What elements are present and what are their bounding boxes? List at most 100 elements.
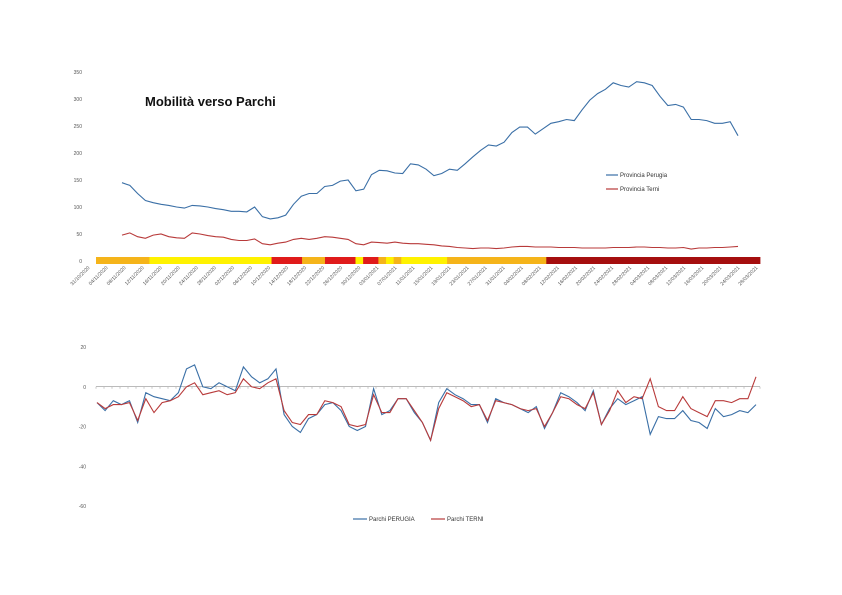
zone-band-segment [179, 257, 188, 264]
zone-band-segment [698, 257, 707, 264]
series-line-terni [96, 376, 757, 443]
zone-band-segment [279, 257, 288, 264]
zone-band-segment [424, 257, 433, 264]
zone-band-segment [469, 257, 479, 264]
zone-band-segment [286, 257, 295, 264]
zone-band-segment [492, 257, 501, 264]
zone-band-segment [256, 257, 265, 264]
zone-band-segment [737, 257, 746, 264]
y-tick-label: 250 [74, 124, 83, 130]
zone-band-segment [676, 257, 685, 264]
zone-band-segment [103, 257, 112, 264]
zone-band-segment [447, 257, 456, 264]
zone-band-segment [706, 257, 715, 264]
zone-band-segment [614, 257, 624, 264]
zone-band-segment [668, 257, 677, 264]
zone-band-segment [309, 257, 318, 264]
zone-band-segment [96, 257, 105, 264]
zone-band-segment [531, 257, 540, 264]
top-chart-title: Mobilità verso Parchi [145, 94, 276, 109]
zone-band-segment [248, 257, 257, 264]
legend-label-terni: Provincia Terni [620, 187, 659, 193]
y-tick-label: -20 [79, 425, 86, 431]
zone-band-segment [408, 257, 417, 264]
zone-band-segment [340, 257, 349, 264]
zone-band-segment [477, 257, 486, 264]
zone-band-segment [324, 257, 333, 264]
zone-band-segment [263, 257, 272, 264]
y-tick-label: 200 [74, 151, 83, 157]
y-tick-label: 50 [76, 232, 82, 238]
y-tick-label: 100 [74, 205, 83, 211]
bottom-chart: -60 -40 -20 0 20 Parchi PERUGIA Parchi TERNI [79, 345, 761, 523]
zone-band-segment [637, 257, 646, 264]
zone-band-segment [462, 257, 471, 264]
y-tick-label: 0 [79, 259, 82, 265]
zone-band-segment [576, 257, 585, 264]
zone-band-segment [210, 257, 219, 264]
zone-band-segment [271, 257, 280, 264]
zone-band-segment [683, 257, 692, 264]
y-tick-label: 350 [74, 70, 83, 76]
zone-band-segment [157, 257, 166, 264]
zone-band-segment [378, 257, 387, 264]
zone-band-segment [714, 257, 723, 264]
y-tick-label: 300 [74, 97, 83, 103]
zone-band-segment [134, 257, 143, 264]
top-chart: Mobilità verso Parchi 0 50 100 150 200 250 300… [69, 70, 761, 287]
zone-band-segment [149, 257, 158, 264]
zone-band-segment [363, 257, 372, 264]
zone-band-segment [515, 257, 524, 264]
legend-label-perugia: Provincia Perugia [620, 173, 668, 179]
zone-band-segment [386, 257, 395, 264]
zone-band-segment [332, 257, 341, 264]
zone-band-segment [729, 257, 738, 264]
zone-band-segment [630, 257, 639, 264]
zone-band-segment [721, 257, 730, 264]
zone-band-segment [225, 257, 234, 264]
zone-band-segment [302, 257, 311, 264]
series-line-terni [121, 232, 739, 250]
zone-band-segment [416, 257, 425, 264]
zone-band-segment [294, 257, 303, 264]
zone-band-segment [431, 257, 440, 264]
y-tick-label: -40 [79, 464, 86, 470]
legend-label-perugia: Parchi PERUGIA [369, 517, 415, 523]
zone-band-segment [485, 257, 494, 264]
zone-band-segment [607, 257, 616, 264]
zone-band-segment [523, 257, 532, 264]
zone-band-segment [561, 257, 570, 264]
zone-band-segment [401, 257, 410, 264]
zone-band-segment [317, 257, 326, 264]
zone-band-segment [218, 257, 227, 264]
zone-band-segment [569, 257, 578, 264]
zone-band-segment [584, 257, 593, 264]
zone-band-segment [691, 257, 700, 264]
zone-band-segment [172, 257, 181, 264]
zone-band-segment [187, 257, 196, 264]
zone-band-segment [118, 257, 127, 264]
zone-band-segment [126, 257, 135, 264]
legend-label-terni: Parchi TERNI [447, 517, 484, 523]
zone-band-segment [241, 257, 250, 264]
zone-band-segment [538, 257, 547, 264]
zone-band-segment [500, 257, 509, 264]
zone-band-segment [553, 257, 562, 264]
zone-band-segment [622, 257, 631, 264]
zone-band-segment [599, 257, 608, 264]
zone-band-segment [141, 257, 150, 264]
zone-band-segment [592, 257, 601, 264]
zone-band-segment [355, 257, 364, 264]
zone-band-segment [370, 257, 379, 264]
zone-band-segment [744, 257, 753, 264]
zone-band-segment [164, 257, 173, 264]
zone-band-segment [653, 257, 662, 264]
zone-band-segment [233, 257, 242, 264]
zone-band-segment [393, 257, 402, 264]
series-line-perugia [121, 81, 739, 220]
zone-band-segment [660, 257, 669, 264]
zone-band-segment [752, 257, 761, 264]
x-tick-label: 28/03/2021 [737, 265, 759, 287]
zone-band-segment [546, 257, 555, 264]
